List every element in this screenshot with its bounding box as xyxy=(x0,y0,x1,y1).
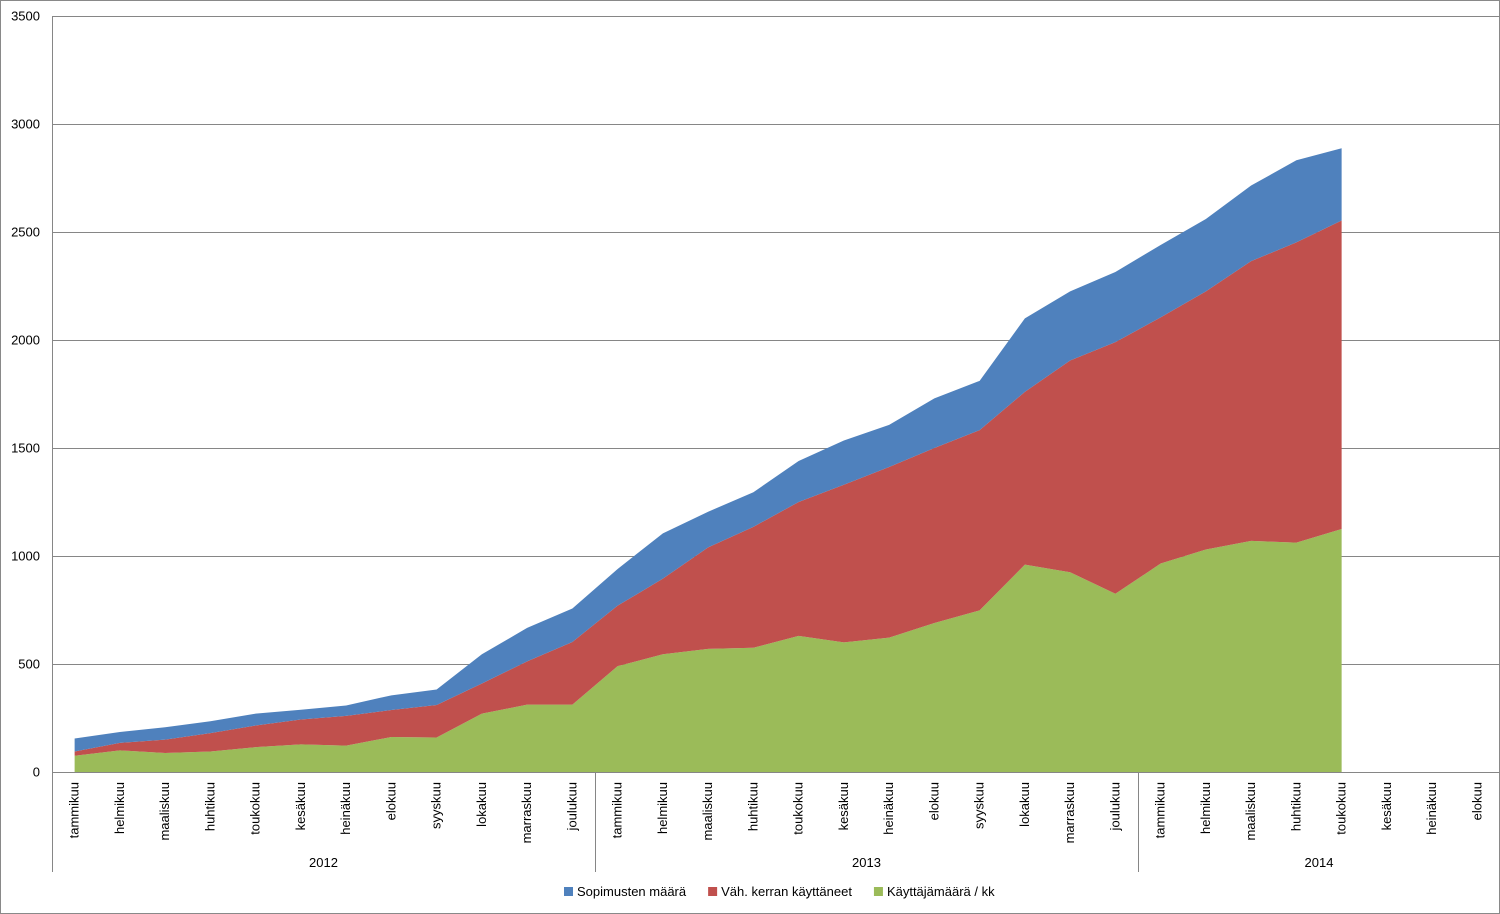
x-tick-label: elokuu xyxy=(1469,782,1484,820)
legend-item: Sopimusten määrä xyxy=(564,884,687,899)
x-tick-label: maaliskuu xyxy=(700,782,715,841)
y-tick-label: 500 xyxy=(18,657,40,672)
legend-label: Käyttäjämäärä / kk xyxy=(887,884,995,899)
x-tick-label: kesäkuu xyxy=(836,782,851,830)
x-tick-label: marraskuu xyxy=(519,782,534,843)
group-label: 2014 xyxy=(1305,855,1334,870)
x-tick-label: maaliskuu xyxy=(157,782,172,841)
x-tick-label: heinäkuu xyxy=(1424,782,1439,835)
x-tick-label: toukokuu xyxy=(1334,782,1349,835)
x-tick-label: tammikuu xyxy=(1153,782,1168,838)
y-tick-label: 3000 xyxy=(11,117,40,132)
x-tick-label: huhtikuu xyxy=(745,782,760,831)
x-tick-label: huhtikuu xyxy=(1288,782,1303,831)
x-tick-label: elokuu xyxy=(926,782,941,820)
x-tick-label: toukokuu xyxy=(248,782,263,835)
x-tick-label: tammikuu xyxy=(67,782,82,838)
y-tick-label: 2000 xyxy=(11,333,40,348)
x-tick-label: heinäkuu xyxy=(881,782,896,835)
x-tick-label: kesäkuu xyxy=(293,782,308,830)
x-tick-label: helmikuu xyxy=(1198,782,1213,834)
x-tick-label: lokakuu xyxy=(474,782,489,827)
x-tick-label: lokakuu xyxy=(1017,782,1032,827)
y-tick-label: 1500 xyxy=(11,441,40,456)
y-tick-label: 2500 xyxy=(11,225,40,240)
group-label: 2012 xyxy=(309,855,338,870)
legend-item: Väh. kerran käyttäneet xyxy=(708,884,852,899)
y-tick-label: 3500 xyxy=(11,9,40,24)
x-tick-label: marraskuu xyxy=(1062,782,1077,843)
legend-label: Väh. kerran käyttäneet xyxy=(721,884,852,899)
x-tick-label: tammikuu xyxy=(610,782,625,838)
area-series-väh-kerran-käyttäneet xyxy=(74,220,1342,756)
x-tick-label: syyskuu xyxy=(429,782,444,829)
legend-label: Sopimusten määrä xyxy=(577,884,687,899)
area-series-käyttäjämäärä-kk xyxy=(74,529,1342,772)
legend-swatch xyxy=(708,887,718,896)
x-tick-label: maaliskuu xyxy=(1243,782,1258,841)
x-tick-label: helmikuu xyxy=(112,782,127,834)
x-tick-label: heinäkuu xyxy=(338,782,353,835)
legend: Sopimusten määrä Väh. kerran käyttäneet Kä… xyxy=(564,884,995,899)
x-tick-label: kesäkuu xyxy=(1379,782,1394,830)
x-tick-label: joulukuu xyxy=(1107,782,1122,831)
legend-item: Käyttäjämäärä / kk xyxy=(873,884,995,899)
x-tick-label: toukokuu xyxy=(791,782,806,835)
x-tick-label: huhtikuu xyxy=(202,782,217,831)
x-tick-label: elokuu xyxy=(383,782,398,820)
x-tick-label: syyskuu xyxy=(972,782,987,829)
y-tick-label: 0 xyxy=(33,765,40,780)
legend-swatch xyxy=(564,887,573,896)
y-tick-label: 1000 xyxy=(11,549,40,564)
x-tick-label: helmikuu xyxy=(655,782,670,834)
group-label: 2013 xyxy=(852,855,881,870)
x-tick-label: joulukuu xyxy=(564,782,579,831)
legend-swatch xyxy=(873,887,883,896)
